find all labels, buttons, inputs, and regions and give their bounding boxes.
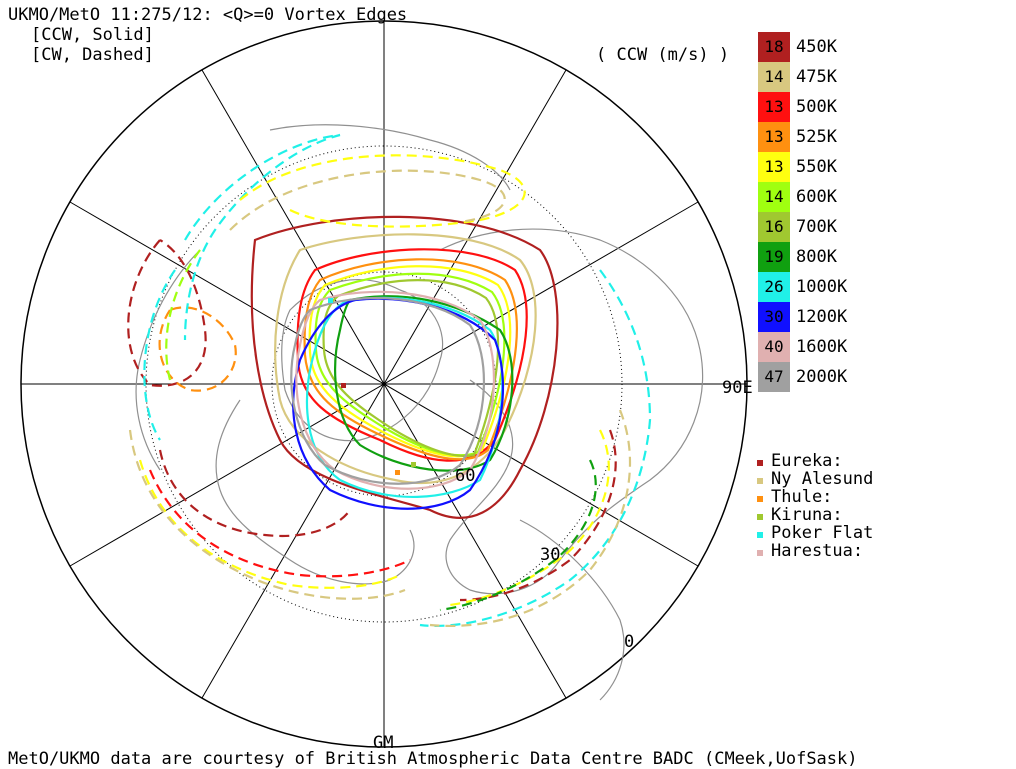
station-harestua: Harestua: (757, 541, 957, 561)
contour-450k-dashed-southwest (158, 449, 351, 538)
station-marker-icon (757, 532, 763, 538)
data-credit-footer: MetO/UKMO data are courtesy of British A… (8, 749, 858, 769)
coastlines (135, 124, 704, 701)
legend-row-550k: 13 550K (758, 152, 868, 182)
legend-level: 1000K (796, 277, 848, 297)
vortex-contours (127, 133, 652, 627)
contour-1200k-solid (292, 297, 504, 510)
contour-2000k-solid (290, 296, 486, 485)
legend-swatch: 19 (758, 242, 790, 272)
legend-row-1200k: 30 1200K (758, 302, 868, 332)
legend-row-1600k: 40 1600K (758, 332, 868, 362)
legend-swatch: 40 (758, 332, 790, 362)
legend-swatch: 13 (758, 152, 790, 182)
legend-level: 2000K (796, 367, 848, 387)
contour-1600k-solid (295, 290, 496, 490)
legend-level: 450K (796, 37, 837, 57)
contour-700k-solid (322, 279, 500, 457)
contour-550k-dashed-southeast (449, 429, 610, 607)
legend-swatch: 16 (758, 212, 790, 242)
contour-450k-solid (250, 215, 559, 519)
legend-row-500k: 13 500K (758, 92, 868, 122)
contour-600k-dashed-west (165, 249, 201, 381)
legend-level: 1200K (796, 307, 848, 327)
station-ny-alesund: Ny Alesund (757, 469, 957, 489)
station-thule: Thule: (757, 487, 957, 507)
latitude-60-label: 60 (455, 466, 476, 486)
legend-level: 1600K (796, 337, 848, 357)
station-poker-flat: Poker Flat (757, 523, 957, 543)
legend-swatch: 18 (758, 32, 790, 62)
legend-swatch: 13 (758, 92, 790, 122)
legend-swatch: 13 (758, 122, 790, 152)
legend-row-450k: 18 450K (758, 32, 868, 62)
station-marker-icon (757, 550, 763, 556)
legend-level: 600K (796, 187, 837, 207)
station-marker-icon (757, 460, 763, 466)
contour-525k-dashed-west (158, 306, 237, 392)
legend-row-800k: 19 800K (758, 242, 868, 272)
contour-475k-dashed-southeast (429, 409, 632, 627)
station-kiruna: Kiruna: (757, 505, 957, 525)
legend-level: 700K (796, 217, 837, 237)
ccw-units-label: ( CCW (m/s) ) (596, 45, 730, 65)
contour-450k-dashed-southeast (459, 429, 617, 602)
east-90-label: 90E (722, 378, 753, 398)
legend-row-475k: 14 475K (758, 62, 868, 92)
contour-800k-dashed-southeast (439, 459, 597, 612)
legend-level: 500K (796, 97, 837, 117)
latitude-0-label: 0 (624, 632, 635, 652)
legend-row-1000k: 26 1000K (758, 272, 868, 302)
station-name: Ny Alesund (771, 469, 874, 489)
legend-row-600k: 14 600K (758, 182, 868, 212)
contour-475k-dashed-north (229, 169, 506, 231)
contour-450k-dashed-west (127, 239, 207, 387)
contour-1000k-dashed-north (183, 133, 341, 341)
station-name: Harestua: (771, 541, 864, 561)
contour-500k-dashed-southwest (148, 469, 411, 578)
legend-row-2000k: 47 2000K (758, 362, 868, 392)
north-pole-dot (382, 382, 386, 386)
legend-swatch: 14 (758, 182, 790, 212)
map-title: UKMO/MetO 11:275/12: <Q>=0 Vortex Edges (8, 5, 408, 25)
station-eureka: Eureka: (757, 451, 957, 471)
contour-475k-solid (274, 233, 537, 484)
contour-475k-dashed-southwest (128, 429, 406, 600)
station-marker-icon (757, 496, 763, 502)
station-marker-icon (757, 514, 763, 520)
station-name: Kiruna: (771, 505, 843, 525)
legend-level: 525K (796, 127, 837, 147)
legend-level: 800K (796, 247, 837, 267)
station-name: Thule: (771, 487, 833, 507)
ccw-solid-note: [CCW, Solid] (31, 25, 154, 45)
contour-1000k-dashed-west (143, 269, 176, 441)
legend-swatch: 47 (758, 362, 790, 392)
legend-row-525k: 13 525K (758, 122, 868, 152)
contour-1000k-solid (306, 296, 504, 499)
legend-level: 475K (796, 67, 837, 87)
legend-level: 550K (796, 157, 837, 177)
station-marker-icon (757, 478, 763, 484)
legend-swatch: 14 (758, 62, 790, 92)
legend-row-700k: 16 700K (758, 212, 868, 242)
legend-swatch: 30 (758, 302, 790, 332)
contour-550k-dashed-southwest (138, 459, 401, 589)
station-name: Eureka: (771, 451, 843, 471)
latitude-30-label: 30 (540, 545, 561, 565)
contour-550k-dashed-north (239, 154, 526, 228)
greenwich-meridian-label: GM (373, 733, 394, 753)
station-name: Poker Flat (771, 523, 874, 543)
legend-swatch: 26 (758, 272, 790, 302)
cw-dashed-note: [CW, Dashed] (31, 45, 154, 65)
station-markers (328, 298, 416, 475)
